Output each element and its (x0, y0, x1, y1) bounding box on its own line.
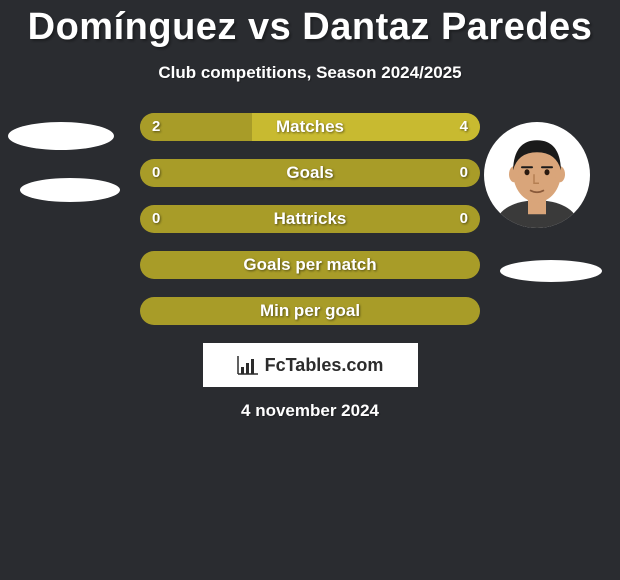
bar-row: Min per goal (140, 297, 480, 325)
bar-label: Matches (140, 113, 480, 141)
page-title: Domínguez vs Dantaz Paredes (0, 0, 620, 49)
player-right-face-icon (484, 126, 590, 228)
bar-label: Goals (140, 159, 480, 187)
bar-row: Goals per match (140, 251, 480, 279)
player-right-shadow-ellipse (500, 260, 602, 282)
comparison-bars: 24Matches 00Goals 00Hattricks Goals per mat… (140, 113, 480, 325)
player-right-avatar (484, 122, 590, 228)
subtitle: Club competitions, Season 2024/2025 (0, 63, 620, 83)
bar-label: Hattricks (140, 205, 480, 233)
date-text: 4 november 2024 (0, 401, 620, 421)
player-left-avatar-ellipse (8, 122, 114, 150)
player-left-shadow-ellipse (20, 178, 120, 202)
bar-row: 00Goals (140, 159, 480, 187)
logo-text: FcTables.com (265, 355, 384, 376)
bar-label: Goals per match (140, 251, 480, 279)
bar-row: 00Hattricks (140, 205, 480, 233)
fctables-logo: FcTables.com (203, 343, 418, 387)
bar-row: 24Matches (140, 113, 480, 141)
bar-chart-icon (237, 355, 259, 375)
bar-label: Min per goal (140, 297, 480, 325)
